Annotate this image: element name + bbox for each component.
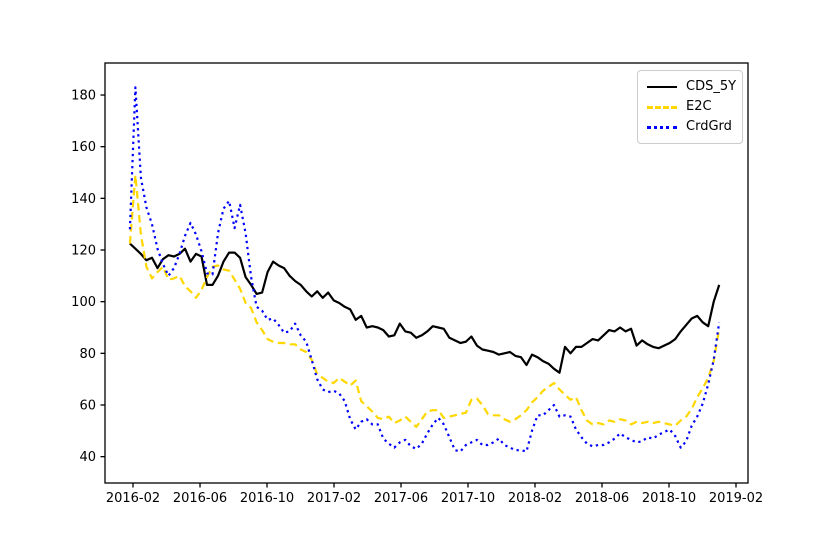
legend-label: E2C [686,99,712,114]
x-tick-label: 2016-06 [173,491,227,506]
legend-item-crdgrd: CrdGrd [647,117,734,137]
legend-label: CDS_5Y [686,79,737,94]
legend-label: CrdGrd [686,119,732,134]
legend-line-dotted-icon [647,125,677,129]
y-tick-label: 120 [71,244,96,259]
x-tick-label: 2016-02 [106,491,160,506]
legend-item-e2c: E2C [647,97,734,117]
legend: CDS_5Y E2C CrdGrd [637,70,743,144]
series-line-CDS_5Y [129,242,721,374]
legend-item-cds5y: CDS_5Y [647,77,737,97]
x-tick-label: 2017-10 [441,491,495,506]
legend-line-dashed-icon [647,105,677,109]
y-tick-label: 60 [79,398,96,413]
x-tick-label: 2018-10 [642,491,696,506]
plot-area [104,62,749,484]
series-line-CrdGrd [128,86,721,453]
x-tick-label: 2018-06 [575,491,629,506]
x-tick-label: 2017-02 [307,491,361,506]
legend-line-solid-icon [647,86,677,88]
series-line-E2C [128,174,721,428]
y-tick-label: 100 [71,295,96,310]
x-tick-label: 2019-02 [709,491,763,506]
y-tick-label: 160 [71,140,96,155]
x-tick-label: 2018-02 [508,491,562,506]
x-tick-label: 2017-06 [374,491,428,506]
y-tick-label: 40 [79,450,96,465]
y-tick-label: 140 [71,192,96,207]
x-tick-label: 2016-10 [240,491,294,506]
y-tick-label: 180 [71,89,96,104]
y-tick-label: 80 [79,347,96,362]
